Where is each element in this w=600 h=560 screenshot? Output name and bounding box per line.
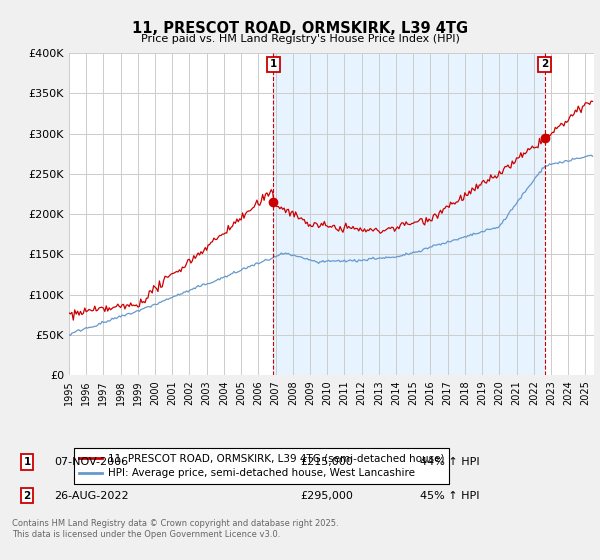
- Text: Price paid vs. HM Land Registry's House Price Index (HPI): Price paid vs. HM Land Registry's House …: [140, 34, 460, 44]
- Text: 1: 1: [23, 457, 31, 467]
- Text: 1: 1: [269, 59, 277, 69]
- Text: £215,000: £215,000: [300, 457, 353, 467]
- Legend: 11, PRESCOT ROAD, ORMSKIRK, L39 4TG (semi-detached house), HPI: Average price, s: 11, PRESCOT ROAD, ORMSKIRK, L39 4TG (sem…: [74, 448, 449, 484]
- Text: 2: 2: [541, 59, 548, 69]
- Text: 07-NOV-2006: 07-NOV-2006: [54, 457, 128, 467]
- Text: Contains HM Land Registry data © Crown copyright and database right 2025.
This d: Contains HM Land Registry data © Crown c…: [12, 520, 338, 539]
- Text: 44% ↑ HPI: 44% ↑ HPI: [420, 457, 479, 467]
- Text: £295,000: £295,000: [300, 491, 353, 501]
- Text: 45% ↑ HPI: 45% ↑ HPI: [420, 491, 479, 501]
- Text: 2: 2: [23, 491, 31, 501]
- Text: 26-AUG-2022: 26-AUG-2022: [54, 491, 128, 501]
- Text: 11, PRESCOT ROAD, ORMSKIRK, L39 4TG: 11, PRESCOT ROAD, ORMSKIRK, L39 4TG: [132, 21, 468, 36]
- Bar: [273, 53, 545, 375]
